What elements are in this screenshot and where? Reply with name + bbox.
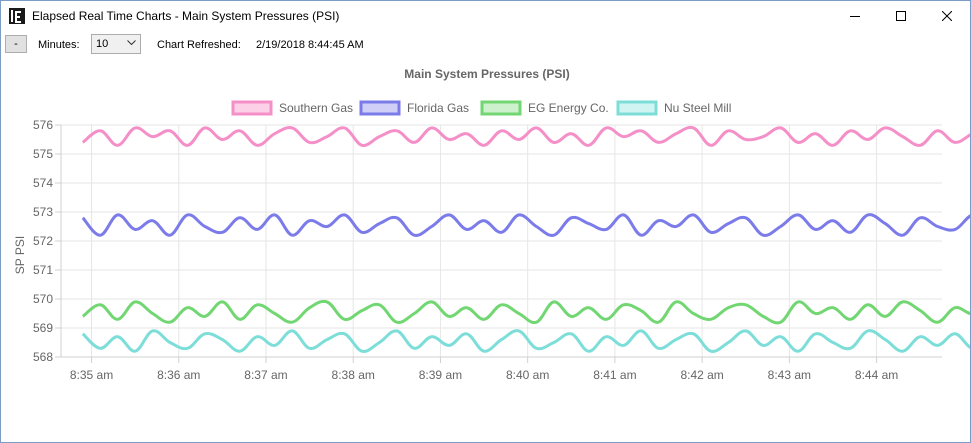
- chart-series: [81, 125, 970, 353]
- minimize-icon: [850, 16, 860, 17]
- x-tick-label: 8:44 am: [855, 368, 898, 382]
- minutes-value: 10: [96, 38, 109, 50]
- x-tick-label: 8:40 am: [506, 368, 549, 382]
- series-line: [81, 329, 970, 353]
- legend-label: Nu Steel Mill: [664, 101, 731, 115]
- series-line: [81, 125, 970, 147]
- y-tick-label: 573: [33, 205, 53, 219]
- legend-label: Southern Gas: [279, 101, 353, 115]
- x-tick-label: 8:41 am: [593, 368, 636, 382]
- y-tick-label: 576: [33, 118, 53, 132]
- x-tick-label: 8:36 am: [157, 368, 200, 382]
- y-tick-label: 568: [33, 350, 53, 364]
- y-tick-label: 570: [33, 292, 53, 306]
- x-tick-label: 8:39 am: [419, 368, 462, 382]
- x-tick-label: 8:37 am: [244, 368, 287, 382]
- y-tick-label: 569: [33, 321, 53, 335]
- x-tick-label: 8:35 am: [70, 368, 113, 382]
- close-button[interactable]: [924, 1, 970, 31]
- x-tick-labels: 8:35 am 8:36 am 8:37 am 8:38 am 8:39 am 8:40 …: [70, 368, 898, 382]
- minutes-select[interactable]: 10: [91, 34, 141, 54]
- maximize-icon: [896, 11, 906, 21]
- series-line: [81, 213, 970, 237]
- x-tick-label: 8:38 am: [332, 368, 375, 382]
- title-bar[interactable]: Elapsed Real Time Charts - Main System P…: [1, 1, 970, 31]
- legend-swatch: [616, 100, 658, 116]
- close-icon: [942, 11, 952, 21]
- y-tick-label: 575: [33, 147, 53, 161]
- chart-legend: Southern Gas Florida Gas EG Energy Co. Nu S…: [231, 100, 731, 116]
- maximize-button[interactable]: [878, 1, 924, 31]
- app-icon: [9, 8, 25, 24]
- pressure-chart: Main System Pressures (PSI) SP PSI 56856…: [13, 67, 970, 382]
- x-tick-label: 8:43 am: [768, 368, 811, 382]
- toolbar: - Minutes: 10 Chart Refreshed: 2/19/2018…: [1, 33, 970, 57]
- chart-grid: [55, 124, 942, 363]
- y-tick-label: 574: [33, 176, 53, 190]
- legend-label: EG Energy Co.: [528, 101, 609, 115]
- legend-swatch: [480, 100, 522, 116]
- legend-label: Florida Gas: [407, 101, 469, 115]
- y-tick-label: 572: [33, 234, 53, 248]
- minutes-label: Minutes:: [38, 39, 80, 51]
- y-tick-labels: 568 569 570 571 572 573 574 575 576: [33, 118, 53, 364]
- legend-swatch: [359, 100, 401, 116]
- window-title: Elapsed Real Time Charts - Main System P…: [32, 9, 340, 23]
- chart-title: Main System Pressures (PSI): [404, 67, 569, 81]
- y-tick-label: 571: [33, 263, 53, 277]
- minimize-button[interactable]: [832, 1, 878, 31]
- y-axis-label: SP PSI: [13, 236, 27, 274]
- series-line: [81, 299, 970, 325]
- decrease-minutes-button[interactable]: -: [5, 35, 27, 53]
- legend-swatch: [231, 100, 273, 116]
- refreshed-value: 2/19/2018 8:44:45 AM: [256, 39, 364, 51]
- refreshed-label: Chart Refreshed:: [157, 39, 241, 51]
- chevron-down-icon: [127, 40, 136, 46]
- x-tick-label: 8:42 am: [680, 368, 723, 382]
